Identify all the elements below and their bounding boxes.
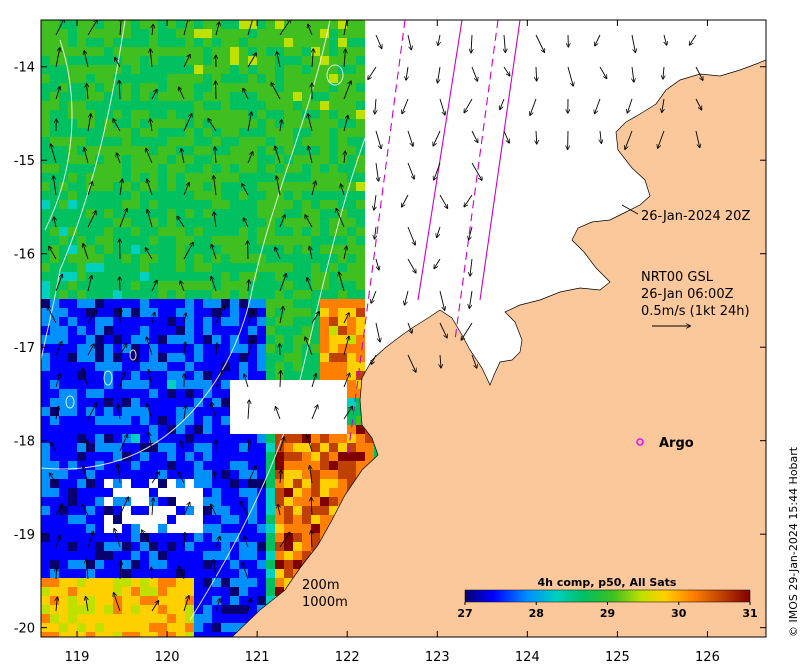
y-tick-label: -15: [14, 154, 35, 169]
contour-200m-label: 200m: [302, 578, 339, 593]
y-axis: -14 -15 -16 -17 -18 -19 -20: [14, 61, 766, 637]
x-tick-label: 124: [515, 650, 540, 665]
product-time-label: 26-Jan 06:00Z: [641, 287, 734, 302]
contour-200m-line: [41, 20, 126, 361]
x-tick-label: 125: [605, 650, 630, 665]
x-tick-label: 119: [65, 650, 90, 665]
y-tick-label: -17: [14, 341, 35, 356]
contour-coast-line: [189, 119, 373, 621]
sst-raster: [41, 20, 563, 637]
x-tick-label: 123: [425, 650, 450, 665]
colorbar-tick-label: 31: [742, 607, 757, 620]
product-name-label: NRT00 GSL: [641, 270, 714, 285]
bathymetry-contours: [41, 20, 373, 621]
x-tick-label: 121: [245, 650, 270, 665]
x-axis: 119 120 121 122 123 124 125 126: [65, 20, 720, 665]
y-tick-label: -19: [14, 528, 35, 543]
colorbar: 4h comp, p50, All Sats 27 28 29 30 31: [457, 576, 757, 620]
timestamp-leader: [621, 204, 639, 215]
vector-scale-label: 0.5m/s (1kt 24h): [641, 304, 750, 319]
contour-1000m-label: 1000m: [302, 595, 348, 610]
x-tick-label: 122: [335, 650, 360, 665]
argo-marker-icon[interactable]: [636, 438, 644, 446]
colorbar-gradient: [464, 589, 751, 603]
land-mass: [231, 20, 766, 637]
x-tick-label: 126: [695, 650, 720, 665]
contour-1000m-line: [44, 39, 73, 231]
map-plot-area: [41, 20, 766, 637]
y-tick-label: -20: [14, 622, 35, 637]
y-tick-label: -14: [14, 61, 35, 76]
timestamp-label: 26-Jan-2024 20Z: [641, 209, 750, 224]
plot-frame: [40, 19, 767, 638]
current-vectors: [47, 20, 702, 612]
argo-label: Argo: [659, 436, 694, 451]
colorbar-tick-label: 29: [600, 607, 615, 620]
credit-label: © IMOS 29-Jan-2024 15:44 Hobart: [787, 446, 800, 637]
colorbar-ticks: 27 28 29 30 31: [457, 602, 758, 620]
colorbar-tick-label: 28: [529, 607, 544, 620]
y-tick-label: -16: [14, 248, 35, 263]
x-tick-label: 120: [155, 650, 180, 665]
satellite-tracks: [347, 20, 521, 456]
colorbar-tick-label: 27: [457, 607, 472, 620]
y-tick-label: -18: [14, 435, 35, 450]
colorbar-title: 4h comp, p50, All Sats: [538, 576, 677, 589]
contour-shelf-line: [41, 20, 331, 470]
colorbar-tick-label: 30: [671, 607, 687, 620]
